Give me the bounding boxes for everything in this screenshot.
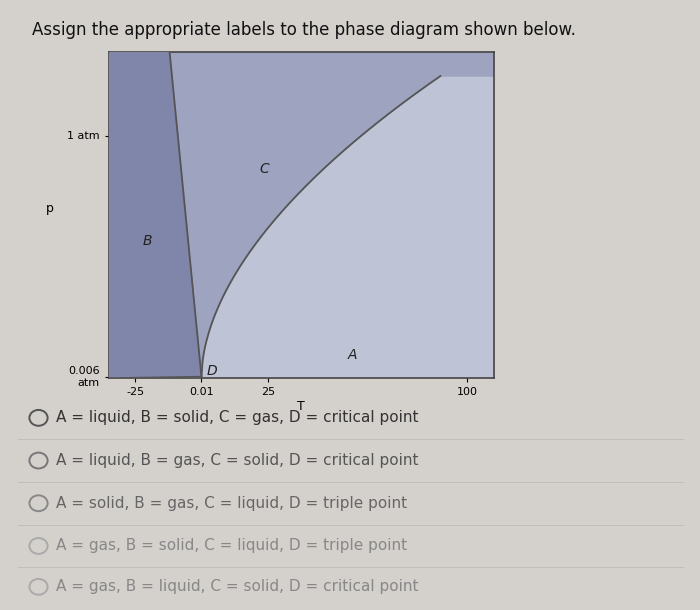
- Text: A = gas, B = solid, C = liquid, D = triple point: A = gas, B = solid, C = liquid, D = trip…: [56, 539, 407, 553]
- Text: Assign the appropriate labels to the phase diagram shown below.: Assign the appropriate labels to the pha…: [32, 21, 575, 40]
- Text: A = liquid, B = solid, C = gas, D = critical point: A = liquid, B = solid, C = gas, D = crit…: [56, 411, 419, 425]
- Text: A = liquid, B = gas, C = solid, D = critical point: A = liquid, B = gas, C = solid, D = crit…: [56, 453, 419, 468]
- Polygon shape: [108, 52, 493, 378]
- Text: A = solid, B = gas, C = liquid, D = triple point: A = solid, B = gas, C = liquid, D = trip…: [56, 496, 407, 511]
- Text: A = gas, B = liquid, C = solid, D = critical point: A = gas, B = liquid, C = solid, D = crit…: [56, 580, 419, 594]
- Text: D: D: [206, 364, 218, 378]
- X-axis label: T: T: [297, 400, 305, 413]
- Polygon shape: [108, 52, 202, 378]
- Y-axis label: p: p: [46, 202, 54, 215]
- Text: A: A: [347, 348, 357, 362]
- Polygon shape: [169, 52, 494, 377]
- Text: B: B: [143, 234, 153, 248]
- Text: C: C: [260, 162, 270, 176]
